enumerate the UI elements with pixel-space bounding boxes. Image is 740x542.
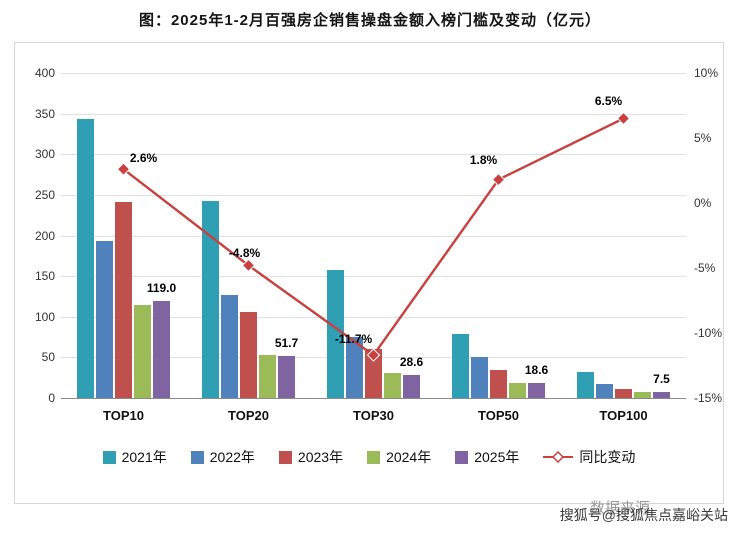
y-axis-tick-right: 10% (694, 66, 719, 80)
y-axis-tick-right: -5% (694, 261, 716, 275)
bar-2025年-TOP50 (528, 382, 545, 398)
chart-container: 2021年 2022年 2023年 2024年 2025年 同比变动 400 350 300 2… (14, 42, 724, 504)
legend-line-marker-icon (543, 451, 574, 463)
gridline (61, 276, 686, 278)
legend-item-同比变动: 同比变动 (543, 447, 635, 467)
legend-swatch (278, 450, 292, 464)
bar-2025年-TOP20 (278, 355, 295, 398)
data-source-text: 数据来源 (589, 500, 650, 517)
watermark-text: 搜狐号@搜狐焦点嘉峪关站 (559, 507, 728, 523)
bar-2023年-TOP50 (490, 370, 507, 398)
legend-label: 2024年 (386, 449, 432, 465)
bar-2022年-TOP100 (596, 384, 613, 398)
legend-swatch (455, 450, 469, 464)
y-axis-tick-right: 0% (694, 196, 712, 210)
bar-2021年-TOP50 (452, 333, 469, 398)
x-axis-label: TOP100 (599, 408, 648, 423)
yoy-value-label: 6.5% (594, 93, 623, 108)
y-axis-tick-left: 50 (41, 350, 55, 365)
legend-swatch (367, 450, 381, 464)
bar-2024年-TOP50 (509, 382, 526, 398)
bar-value-label: 119.0 (146, 281, 177, 296)
gridline (61, 113, 686, 115)
bar-2025年-TOP10 (153, 301, 170, 398)
y-axis-tick-left: 0 (48, 391, 55, 405)
y-axis-tick-right: -10% (694, 326, 723, 340)
bar-value-label: 18.6 (524, 362, 549, 377)
bar-2022年-TOP10 (96, 241, 113, 398)
gridline (61, 73, 686, 74)
legend-label: 2023年 (297, 449, 344, 465)
bar-2021年-TOP20 (202, 201, 219, 398)
gridline (61, 235, 686, 237)
bar-2024年-TOP20 (259, 354, 276, 398)
y-axis-tick-left: 250 (34, 187, 55, 202)
y-axis-tick-left: 200 (34, 228, 55, 243)
bar-value-label: 28.6 (399, 354, 424, 369)
y-axis-tick-left: 100 (34, 309, 55, 324)
legend-label: 同比变动 (579, 449, 636, 465)
y-axis-tick-left: 150 (34, 269, 55, 284)
yoy-marker (491, 172, 506, 187)
bar-2024年-TOP100 (634, 392, 651, 398)
yoy-value-label: -4.8% (228, 246, 261, 261)
yoy-value-label: 1.8% (469, 152, 498, 167)
bar-2023年-TOP10 (115, 202, 132, 398)
bar-2022年-TOP20 (221, 294, 238, 398)
y-axis-tick-right: 5% (694, 131, 712, 145)
legend-label: 2025年 (474, 449, 520, 465)
bar-2021年-TOP100 (577, 372, 594, 398)
legend-item-2023年: 2023年 (278, 447, 344, 467)
chart-title: 图：2025年1-2月百强房企销售操盘金额入榜门槛及变动（亿元） (138, 12, 602, 29)
legend-item-2022年: 2022年 (190, 447, 255, 467)
bar-2024年-TOP10 (134, 305, 151, 398)
x-axis-label: TOP20 (228, 408, 269, 423)
bar-2022年-TOP30 (346, 337, 363, 398)
legend-swatch (190, 450, 204, 464)
bar-2025年-TOP100 (653, 391, 670, 398)
legend-label: 2022年 (209, 449, 255, 465)
bar-2023年-TOP100 (615, 389, 632, 398)
y-axis-tick-left: 300 (34, 147, 55, 162)
gridline (61, 398, 686, 399)
x-axis-label: TOP50 (478, 408, 519, 423)
y-axis-tick-left: 400 (34, 66, 55, 80)
legend: 2021年 2022年 2023年 2024年 2025年 同比变动 (15, 447, 723, 467)
yoy-marker (241, 258, 256, 273)
y-axis-tick-right: -15% (694, 391, 723, 405)
legend-item-2025年: 2025年 (455, 447, 519, 467)
yoy-value-label: -11.7% (334, 332, 373, 347)
gridline (61, 194, 686, 196)
legend-item-2021年: 2021年 (102, 447, 167, 467)
bar-value-label: 51.7 (274, 335, 299, 350)
bar-2021年-TOP10 (77, 119, 94, 398)
bar-2023年-TOP20 (240, 311, 257, 398)
legend-label: 2021年 (121, 449, 167, 465)
yoy-value-label: 2.6% (129, 151, 158, 166)
legend-swatch (102, 450, 116, 464)
x-axis-label: TOP10 (103, 408, 144, 423)
bar-value-label: 7.5 (653, 371, 670, 386)
bar-2022年-TOP50 (471, 356, 488, 398)
bar-2024年-TOP30 (384, 372, 401, 398)
x-axis-label: TOP30 (353, 408, 394, 423)
y-axis-tick-left: 350 (34, 106, 55, 121)
legend-item-2024年: 2024年 (367, 447, 431, 467)
bar-2025年-TOP30 (403, 374, 420, 398)
